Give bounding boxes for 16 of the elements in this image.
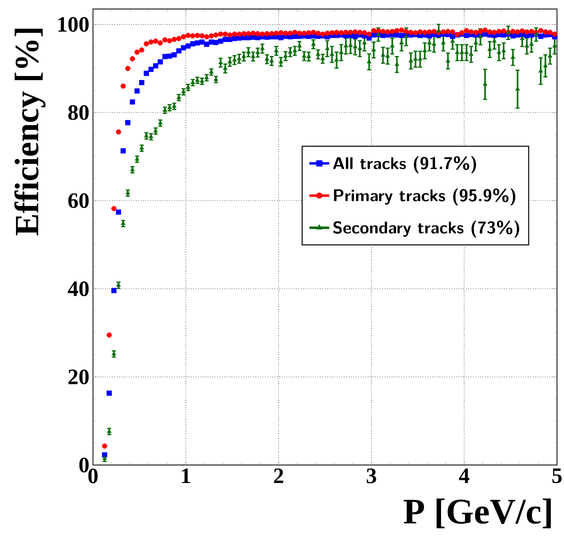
legend-label: All tracks (91.7%) <box>333 156 476 174</box>
legend-label: Secondary tracks (73%) <box>333 220 520 238</box>
y-tick-label: 40 <box>68 281 89 296</box>
y-tick-label: 80 <box>68 105 89 120</box>
x-tick-label: 2 <box>274 468 284 484</box>
x-tick-label: 1 <box>182 468 190 483</box>
x-tick-label: 5 <box>552 468 562 484</box>
y-tick-label: 0 <box>79 458 89 472</box>
x-tick-label: 3 <box>366 468 376 484</box>
legend-label: Primary tracks (95.9%) <box>334 188 516 206</box>
y-tick-label: 20 <box>68 369 89 384</box>
x-axis-title: P [GeV/c] <box>404 498 551 528</box>
y-tick-label: 100 <box>58 17 89 32</box>
x-tick-label: 4 <box>459 468 470 483</box>
y-tick-label: 60 <box>68 193 89 208</box>
y-axis-title: Efficiency [%] <box>14 28 46 236</box>
